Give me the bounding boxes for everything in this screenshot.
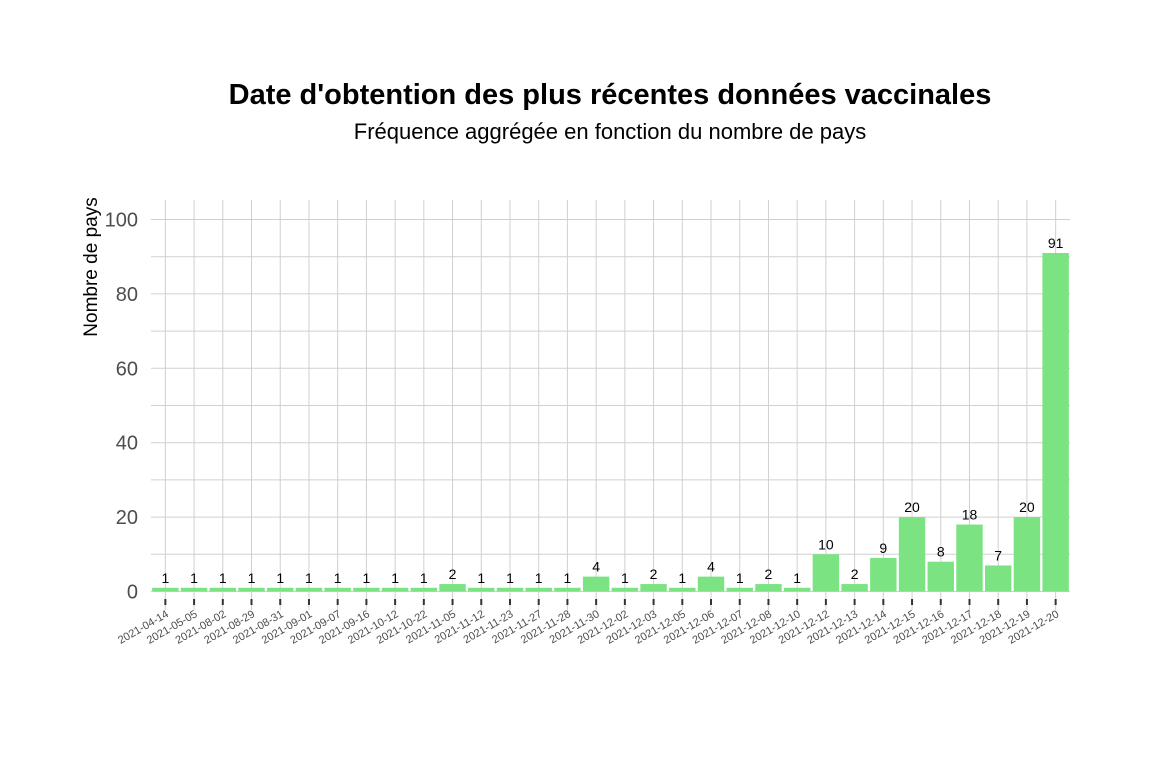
bar-value-label: 18 bbox=[962, 507, 978, 523]
bar bbox=[841, 584, 868, 592]
bar bbox=[410, 587, 438, 592]
grid-lines bbox=[151, 200, 1070, 610]
data-labels: 1 1 1 1 1 1 1 1 1 1 2 1 1 1 1 4 1 2 1 4 1 2 1 10 2 9 20 8 18 7 20 91 bbox=[161, 235, 1063, 586]
bar-value-label: 1 bbox=[736, 570, 744, 586]
bar bbox=[870, 558, 897, 592]
bar-value-label: 1 bbox=[219, 570, 227, 586]
bar bbox=[496, 587, 524, 592]
bar-value-label: 7 bbox=[994, 547, 1002, 563]
bar bbox=[295, 587, 323, 592]
bar bbox=[984, 565, 1012, 592]
bar bbox=[697, 576, 725, 592]
bar-value-label: 1 bbox=[161, 570, 169, 586]
y-axis-ticks: 0 20 40 60 80 100 bbox=[105, 210, 138, 604]
bar-value-label: 2 bbox=[650, 566, 658, 582]
bar-value-label: 2 bbox=[765, 566, 773, 582]
bar bbox=[152, 587, 179, 592]
bar bbox=[468, 587, 495, 592]
bar-value-label: 4 bbox=[707, 559, 715, 575]
bar bbox=[267, 587, 294, 592]
y-tick-label: 100 bbox=[105, 210, 138, 232]
bar-value-label: 4 bbox=[592, 559, 600, 575]
bar-value-label: 1 bbox=[391, 570, 399, 586]
bar-value-label: 1 bbox=[535, 570, 543, 586]
bar-value-label: 1 bbox=[477, 570, 485, 586]
chart-subtitle: Fréquence aggrégée en fonction du nombre… bbox=[354, 119, 866, 144]
bar bbox=[582, 576, 610, 592]
bar-value-label: 1 bbox=[793, 570, 801, 586]
bar bbox=[324, 587, 351, 592]
bar-value-label: 8 bbox=[937, 544, 945, 560]
bar bbox=[209, 587, 237, 592]
bar-value-label: 2 bbox=[851, 566, 859, 582]
bar bbox=[525, 587, 552, 592]
bars bbox=[152, 252, 1069, 592]
bar bbox=[956, 524, 983, 592]
y-tick-label: 60 bbox=[116, 358, 138, 380]
x-axis-ticks: 2021-04-142021-05-052021-08-022021-08-29… bbox=[116, 599, 1061, 647]
bar-value-label: 1 bbox=[420, 570, 428, 586]
bar-value-label: 1 bbox=[305, 570, 313, 586]
bar-value-label: 1 bbox=[506, 570, 514, 586]
bar-value-label: 1 bbox=[334, 570, 342, 586]
bar-value-label: 1 bbox=[362, 570, 370, 586]
y-tick-label: 20 bbox=[116, 507, 138, 529]
y-tick-label: 40 bbox=[116, 433, 138, 455]
chart-title: Date d'obtention des plus récentes donné… bbox=[229, 79, 992, 111]
bar bbox=[927, 561, 954, 592]
bar bbox=[1042, 252, 1069, 592]
bar bbox=[180, 587, 208, 592]
bar bbox=[238, 587, 265, 592]
bar bbox=[726, 587, 753, 592]
bar bbox=[381, 587, 409, 592]
bar bbox=[554, 587, 581, 592]
bar bbox=[611, 587, 639, 592]
bar bbox=[439, 584, 466, 592]
bar bbox=[755, 584, 782, 592]
y-tick-label: 0 bbox=[127, 582, 138, 604]
bar-value-label: 10 bbox=[818, 536, 834, 552]
bar-value-label: 91 bbox=[1048, 235, 1064, 251]
bar-value-label: 9 bbox=[879, 540, 887, 556]
bar bbox=[783, 587, 811, 592]
bar bbox=[898, 517, 926, 592]
bar-value-label: 20 bbox=[904, 499, 920, 515]
bar-value-label: 1 bbox=[248, 570, 256, 586]
bar-value-label: 20 bbox=[1019, 499, 1035, 515]
bar-value-label: 2 bbox=[449, 566, 457, 582]
bar bbox=[1013, 517, 1041, 592]
bar bbox=[353, 587, 380, 592]
bar-value-label: 1 bbox=[190, 570, 198, 586]
y-axis-label: Nombre de pays bbox=[81, 197, 102, 336]
bar bbox=[812, 554, 840, 592]
bar bbox=[669, 587, 696, 592]
bar-value-label: 1 bbox=[564, 570, 572, 586]
bar bbox=[640, 584, 667, 592]
bar-value-label: 1 bbox=[621, 570, 629, 586]
bar-value-label: 1 bbox=[276, 570, 284, 586]
y-tick-label: 80 bbox=[116, 284, 138, 306]
bar-value-label: 1 bbox=[678, 570, 686, 586]
